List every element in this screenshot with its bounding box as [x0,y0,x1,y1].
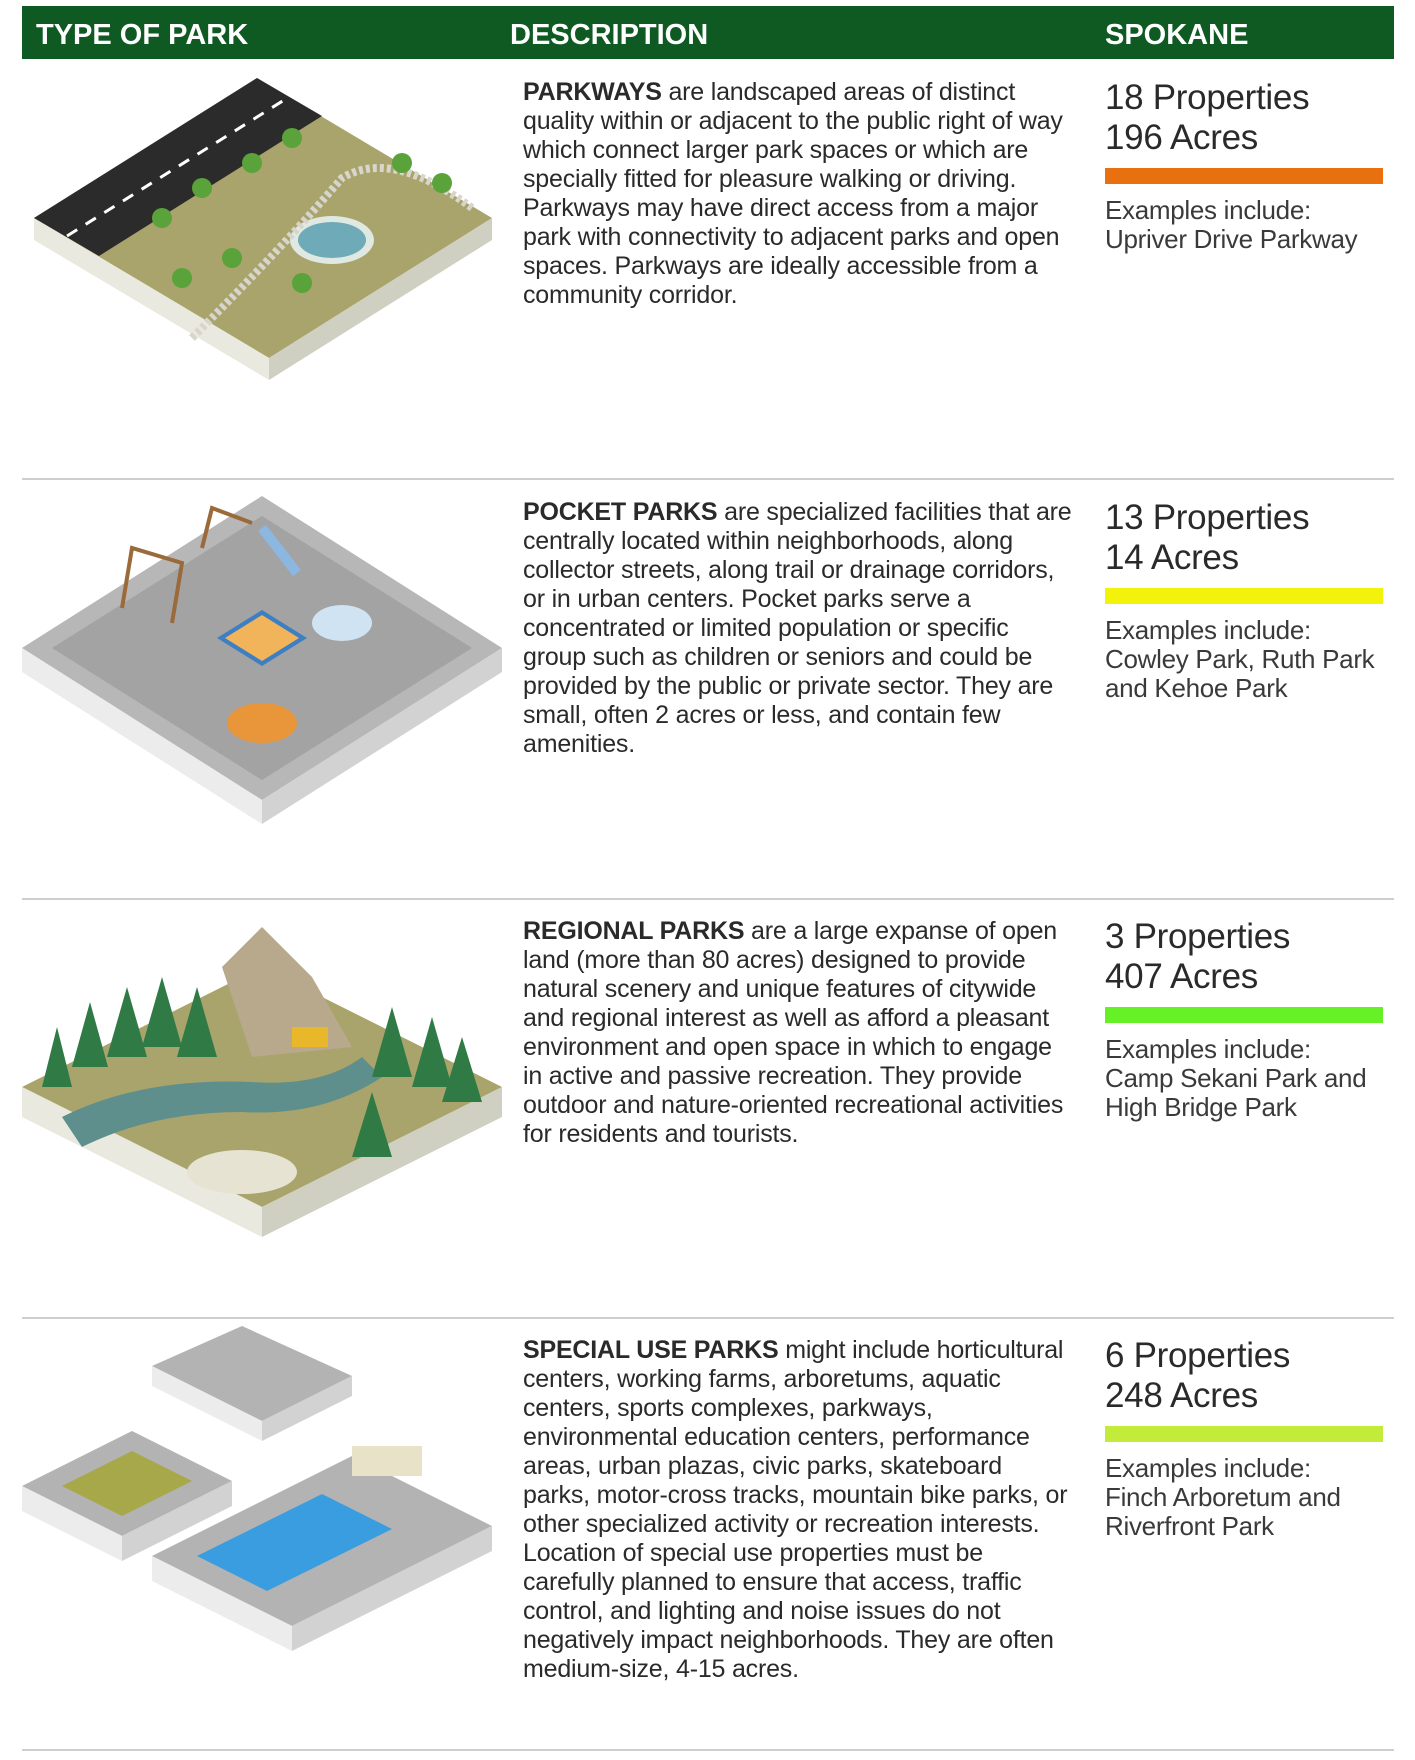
park-type: PARKWAYS [523,78,662,106]
park-type: SPECIAL USE PARKS [523,1336,778,1364]
illustration [22,1326,502,1666]
acres: 196 Acres [1105,118,1395,158]
description-text: are a large expanse of open land (more t… [523,917,1063,1148]
table-row: PARKWAYS are landscaped areas of distinc… [0,60,1415,479]
illustration [22,907,502,1247]
description-text: are landscaped areas of distinct quality… [523,78,1063,309]
description: REGIONAL PARKS are a large expanse of op… [523,917,1073,1149]
description: PARKWAYS are landscaped areas of distinc… [523,78,1073,310]
description: POCKET PARKS are specialized facilities … [523,498,1073,759]
row-separator [22,1749,1394,1751]
column-header: SPOKANE [1105,19,1248,52]
table-row: REGIONAL PARKS are a large expanse of op… [0,899,1415,1318]
table-row: POCKET PARKS are specialized facilities … [0,480,1415,899]
park-type: POCKET PARKS [523,498,717,526]
illustration [22,68,502,408]
examples: Cowley Park, Ruth Park and Kehoe Park [1105,645,1395,703]
color-bar [1105,588,1383,604]
description-text: are specialized facilities that are cent… [523,498,1072,758]
examples-label: Examples include: [1105,616,1395,645]
color-bar [1105,1426,1383,1442]
park-type: REGIONAL PARKS [523,917,744,945]
illustration [22,488,502,828]
acres: 407 Acres [1105,957,1395,997]
examples-label: Examples include: [1105,1035,1395,1064]
color-bar [1105,1007,1383,1023]
description: SPECIAL USE PARKS might include horticul… [523,1336,1073,1684]
spokane-stats: 6 Properties 248 Acres Examples include:… [1105,1336,1395,1541]
page: {"header": {"columns": ["TYPE OF PARK", … [0,0,1415,1760]
column-header: DESCRIPTION [510,19,708,52]
spokane-stats: 3 Properties 407 Acres Examples include:… [1105,917,1395,1122]
examples-label: Examples include: [1105,1454,1395,1483]
table-row: SPECIAL USE PARKS might include horticul… [0,1318,1415,1760]
properties: 3 Properties [1105,917,1395,957]
spokane-stats: 13 Properties 14 Acres Examples include:… [1105,498,1395,703]
color-bar [1105,168,1383,184]
properties: 18 Properties [1105,78,1395,118]
examples: Camp Sekani Park and High Bridge Park [1105,1064,1395,1122]
properties: 13 Properties [1105,498,1395,538]
examples: Finch Arboretum and Riverfront Park [1105,1483,1395,1541]
examples-label: Examples include: [1105,196,1395,225]
table-header: TYPE OF PARK DESCRIPTION SPOKANE [22,6,1394,59]
spokane-stats: 18 Properties 196 Acres Examples include… [1105,78,1395,254]
description-text: might include horticultural centers, wor… [523,1336,1067,1683]
column-header: TYPE OF PARK [36,19,248,52]
acres: 14 Acres [1105,538,1395,578]
acres: 248 Acres [1105,1376,1395,1416]
examples: Upriver Drive Parkway [1105,225,1395,254]
properties: 6 Properties [1105,1336,1395,1376]
